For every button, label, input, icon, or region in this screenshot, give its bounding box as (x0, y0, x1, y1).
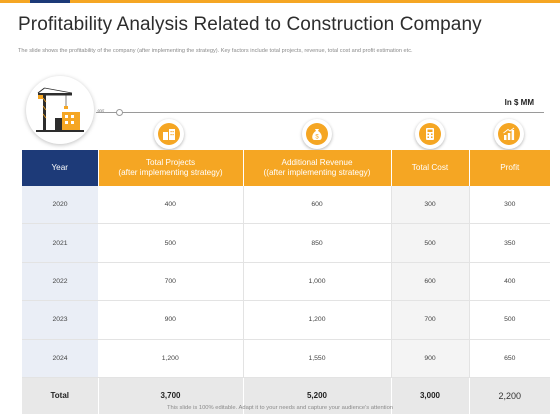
revenue-cell: 850 (243, 223, 392, 263)
svg-text:$: $ (315, 135, 319, 141)
unit-label: In $ MM (504, 98, 534, 107)
table-row: 2022 700 1,000 600 400 (22, 262, 550, 302)
buildings-icon (163, 129, 175, 140)
header-additional-revenue: Additional Revenue ((after implementing … (243, 150, 392, 186)
cost-cell: 500 (391, 223, 470, 263)
year-cell: 2021 (22, 223, 98, 263)
profit-cell: 300 (469, 186, 550, 225)
table-header-row: Year Total Projects (after implementing … (22, 150, 550, 186)
calculator-icon-circle (415, 119, 445, 149)
revenue-cell: 1,000 (243, 262, 392, 302)
calculator-icon (426, 128, 434, 140)
year-cell: 2024 (22, 339, 98, 378)
projects-cell: 900 (98, 300, 244, 340)
table-row: 2021 500 850 500 350 (22, 223, 550, 263)
projects-cell: 700 (98, 262, 244, 302)
growth-chart-icon-circle (494, 119, 524, 149)
total-label: Total (22, 377, 99, 415)
cost-cell: 700 (391, 300, 470, 340)
profit-cell: 400 (469, 262, 550, 302)
revenue-cell: 1,550 (243, 339, 392, 378)
total-profit: 2,200 (469, 377, 550, 415)
year-cell: 2023 (22, 300, 98, 340)
money-bag-icon: $ (312, 129, 322, 141)
hero-image (26, 76, 94, 144)
total-projects: 3,700 (98, 377, 244, 415)
page-title: Profitability Analysis Related to Constr… (18, 14, 482, 35)
header-profit: Profit (469, 150, 550, 186)
header-year: Year (22, 150, 99, 186)
money-bag-icon-circle: $ (302, 119, 332, 149)
profit-cell: 350 (469, 223, 550, 263)
total-revenue: 5,200 (243, 377, 392, 415)
buildings-icon-circle (154, 119, 184, 149)
header-total-projects: Total Projects (after implementing strat… (98, 150, 244, 186)
profitability-table: Year Total Projects (after implementing … (22, 150, 550, 415)
table-total-row: Total 3,700 5,200 3,000 2,200 (22, 377, 550, 415)
cost-cell: 600 (391, 262, 470, 302)
profit-cell: 500 (469, 300, 550, 340)
table-row: 2024 1,200 1,550 900 650 (22, 339, 550, 378)
projects-cell: 400 (98, 186, 244, 225)
construction-crane-building-icon (36, 87, 84, 132)
total-cost: 3,000 (391, 377, 470, 415)
timeline-connector (96, 112, 544, 113)
projects-cell: 500 (98, 223, 244, 263)
page-subtitle: The slide shows the profitability of the… (18, 48, 413, 54)
growth-chart-icon (503, 127, 515, 140)
footer-note: This slide is 100% editable. Adapt it to… (166, 405, 394, 411)
cost-cell: 300 (391, 186, 470, 225)
table-row: 2020 400 600 300 300 (22, 186, 550, 225)
year-cell: 2020 (22, 186, 98, 225)
year-cell: 2022 (22, 262, 98, 302)
profit-cell: 650 (469, 339, 550, 378)
connector-dot (116, 109, 123, 116)
top-accent-bar (0, 0, 560, 3)
table-row: 2023 900 1,200 700 500 (22, 300, 550, 340)
cost-cell: 900 (391, 339, 470, 378)
header-total-cost: Total Cost (391, 150, 470, 186)
revenue-cell: 1,200 (243, 300, 392, 340)
revenue-cell: 600 (243, 186, 392, 225)
chevrons-decoration: ‹‹‹‹ (97, 106, 105, 115)
projects-cell: 1,200 (98, 339, 244, 378)
